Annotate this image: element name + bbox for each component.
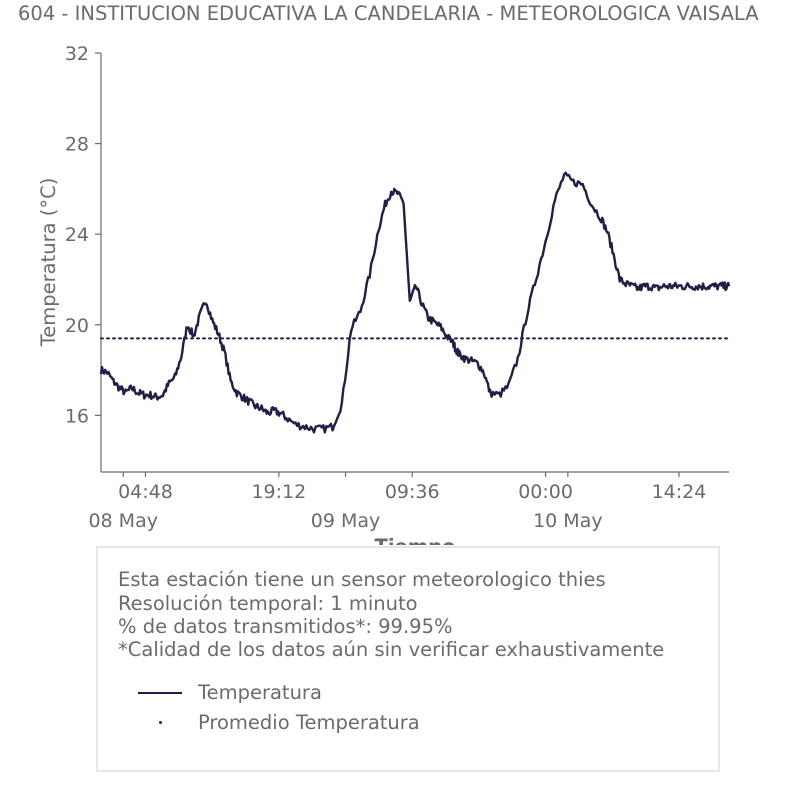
x-tick-label: 09:36 — [385, 481, 440, 503]
temperature-chart: 16 20 24 28 32 04:48 19:12 09:36 00:00 14:24 08 M… — [37, 43, 731, 545]
solid-line-swatch — [138, 692, 182, 694]
y-tick-label: 20 — [65, 315, 89, 337]
plot-area — [99, 171, 731, 434]
station-info-line: Esta estación tiene un sensor meteorolog… — [118, 568, 606, 591]
y-tick-label: 28 — [65, 134, 89, 156]
x-date-label: 10 May — [533, 510, 603, 532]
legend-box: Esta estación tiene un sensor meteorolog… — [96, 546, 720, 772]
x-tick-label: 00:00 — [518, 481, 573, 503]
y-tick-label: 16 — [65, 405, 89, 427]
y-axis-label: Temperatura (°C) — [37, 178, 60, 348]
transmitted-info-line: % de datos transmitidos*: 99.95% — [118, 615, 453, 638]
dotted-line-swatch — [159, 721, 162, 724]
x-tick-label: 19:12 — [251, 481, 306, 503]
x-axis-label: Tiempo — [375, 535, 456, 545]
resolution-info-line: Resolución temporal: 1 minuto — [118, 592, 418, 615]
x-axis: 04:48 19:12 09:36 00:00 14:24 08 May 09 May 10 … — [88, 471, 729, 532]
x-date-label: 08 May — [88, 510, 158, 532]
legend-label-promedio: Promedio Temperatura — [198, 711, 420, 734]
legend-label-temperatura: Temperatura — [198, 681, 322, 704]
x-tick-label: 14:24 — [652, 481, 707, 503]
x-tick-label: 04:48 — [118, 481, 173, 503]
chart-title: 604 - INSTITUCION EDUCATIVA LA CANDELARI… — [18, 2, 759, 25]
quality-info-line: *Calidad de los datos aún sin verificar … — [118, 638, 665, 661]
y-axis: 16 20 24 28 32 — [65, 43, 102, 472]
y-tick-label: 24 — [65, 224, 89, 246]
x-date-label: 09 May — [311, 510, 381, 532]
temperature-series-line — [99, 171, 731, 434]
y-tick-label: 32 — [65, 43, 89, 65]
